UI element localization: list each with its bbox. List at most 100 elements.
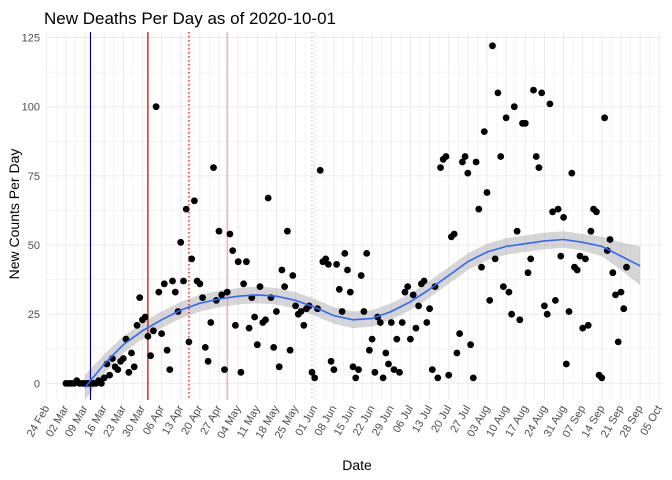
data-point — [521, 119, 529, 127]
data-point — [598, 374, 606, 382]
data-point — [513, 227, 521, 235]
data-point — [475, 205, 483, 213]
data-point — [601, 114, 608, 122]
data-point — [459, 158, 466, 166]
data-point — [587, 227, 595, 235]
data-point — [516, 316, 524, 324]
data-point — [352, 374, 360, 382]
data-point — [491, 255, 499, 263]
data-point — [150, 327, 157, 335]
data-point — [166, 366, 174, 373]
data-point — [234, 258, 242, 266]
data-point — [199, 294, 207, 301]
data-point — [346, 288, 354, 296]
data-point — [500, 283, 507, 290]
data-point — [155, 288, 163, 296]
data-point — [114, 366, 122, 373]
data-point — [163, 346, 171, 354]
data-point — [284, 227, 291, 235]
data-point — [327, 357, 335, 365]
data-point — [617, 288, 625, 296]
data-point — [188, 255, 196, 263]
data-point — [390, 366, 398, 373]
data-point — [609, 269, 617, 277]
data-points — [62, 42, 630, 387]
smooth-line-path — [84, 238, 641, 389]
data-point — [524, 269, 532, 277]
data-point — [464, 169, 472, 177]
data-point — [409, 291, 417, 299]
data-point — [185, 338, 193, 346]
data-point — [412, 324, 420, 332]
data-point — [423, 319, 431, 326]
data-point — [426, 305, 433, 313]
data-point — [497, 153, 505, 160]
data-point — [606, 236, 614, 243]
data-point — [273, 308, 280, 315]
data-point — [546, 100, 554, 108]
data-point — [593, 208, 600, 216]
data-point — [467, 341, 474, 349]
data-point — [270, 344, 278, 351]
data-point — [428, 366, 436, 373]
data-point — [453, 349, 461, 357]
y-tick-label: 75 — [28, 171, 40, 183]
data-point — [541, 302, 548, 310]
y-tick-label: 100 — [22, 102, 40, 114]
y-tick-label: 25 — [28, 309, 40, 321]
data-point — [196, 280, 204, 288]
data-point — [133, 321, 141, 329]
confidence-band-area — [85, 231, 641, 400]
data-point — [349, 363, 357, 371]
data-point — [357, 272, 365, 279]
data-point — [333, 261, 340, 268]
data-point — [568, 169, 576, 177]
data-point — [180, 277, 187, 285]
data-point — [371, 368, 379, 376]
data-point — [253, 341, 261, 349]
data-point — [251, 313, 258, 321]
data-point — [480, 128, 488, 136]
data-point — [169, 277, 176, 285]
y-tick-label: 125 — [22, 33, 40, 45]
data-point — [483, 189, 491, 196]
data-point — [289, 272, 297, 279]
data-point — [130, 363, 138, 371]
data-point — [152, 103, 160, 111]
data-point — [489, 42, 496, 50]
data-point — [191, 197, 198, 205]
data-point — [201, 344, 209, 351]
data-point — [437, 164, 444, 172]
y-tick-label: 50 — [28, 240, 40, 252]
data-point — [557, 252, 565, 260]
data-point — [612, 291, 619, 299]
data-point — [450, 230, 458, 238]
data-point — [527, 255, 535, 263]
data-point — [182, 205, 190, 213]
data-point — [582, 255, 589, 263]
data-point — [494, 89, 502, 97]
data-point — [237, 368, 245, 376]
data-point — [552, 297, 559, 304]
data-point — [420, 277, 428, 285]
data-point — [316, 166, 324, 174]
data-point — [256, 283, 264, 290]
data-point — [297, 308, 305, 315]
data-point — [338, 308, 346, 315]
data-point — [147, 352, 155, 360]
data-point — [396, 368, 403, 376]
data-point — [576, 252, 584, 260]
data-point — [387, 319, 395, 326]
smooth-confidence-band — [85, 231, 641, 400]
data-point — [469, 374, 477, 382]
data-point — [355, 366, 362, 373]
data-point — [330, 366, 338, 373]
data-point — [442, 153, 450, 160]
data-point — [486, 297, 494, 304]
data-point — [401, 288, 409, 296]
data-point — [106, 371, 113, 379]
data-point — [125, 368, 133, 376]
x-axis-label: Date — [342, 457, 372, 473]
y-tick-label: 0 — [34, 378, 40, 390]
data-point — [407, 335, 414, 343]
